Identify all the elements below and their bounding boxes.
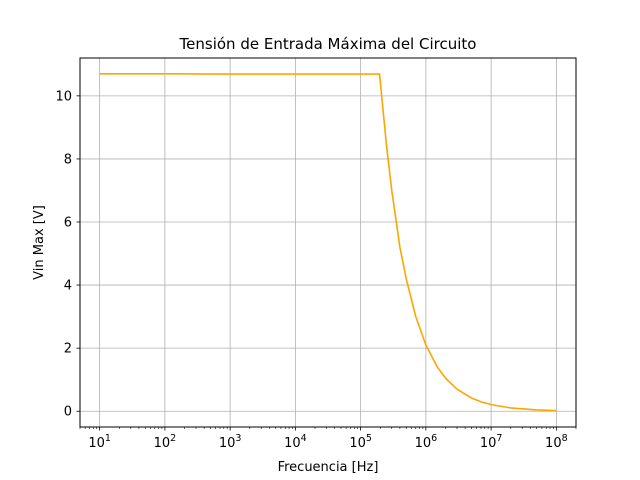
x-axis-label: Frecuencia [Hz] [278, 460, 379, 475]
y-tick-labels: 0 2 4 6 8 10 [55, 89, 72, 419]
x-tick-label: 107 [480, 433, 503, 451]
x-tick-label: 105 [349, 433, 372, 451]
series-line [99, 72, 557, 412]
y-axis-label: Vin Max [V] [32, 205, 47, 280]
x-tick-labels: 101 102 103 104 105 106 107 108 [88, 433, 567, 451]
y-tick-label: 10 [55, 89, 72, 104]
y-tick-label: 8 [64, 152, 72, 167]
x-tick-label: 102 [154, 433, 177, 451]
x-tick-label: 101 [88, 433, 111, 451]
series-layer [99, 72, 557, 412]
x-tick-label: 106 [415, 433, 438, 451]
plot-frame [79, 57, 577, 428]
y-tick-label: 2 [64, 342, 72, 357]
y-tick-label: 0 [64, 405, 72, 420]
x-tick-label: 104 [284, 433, 307, 451]
y-tick-label: 4 [64, 279, 72, 294]
x-tick-label: 108 [545, 433, 568, 451]
x-tick-label: 103 [219, 433, 242, 451]
axis-ticks [76, 95, 557, 431]
chart-title: Tensión de Entrada Máxima del Circuito [179, 35, 477, 53]
y-tick-label: 6 [64, 216, 72, 231]
grid [80, 58, 576, 427]
